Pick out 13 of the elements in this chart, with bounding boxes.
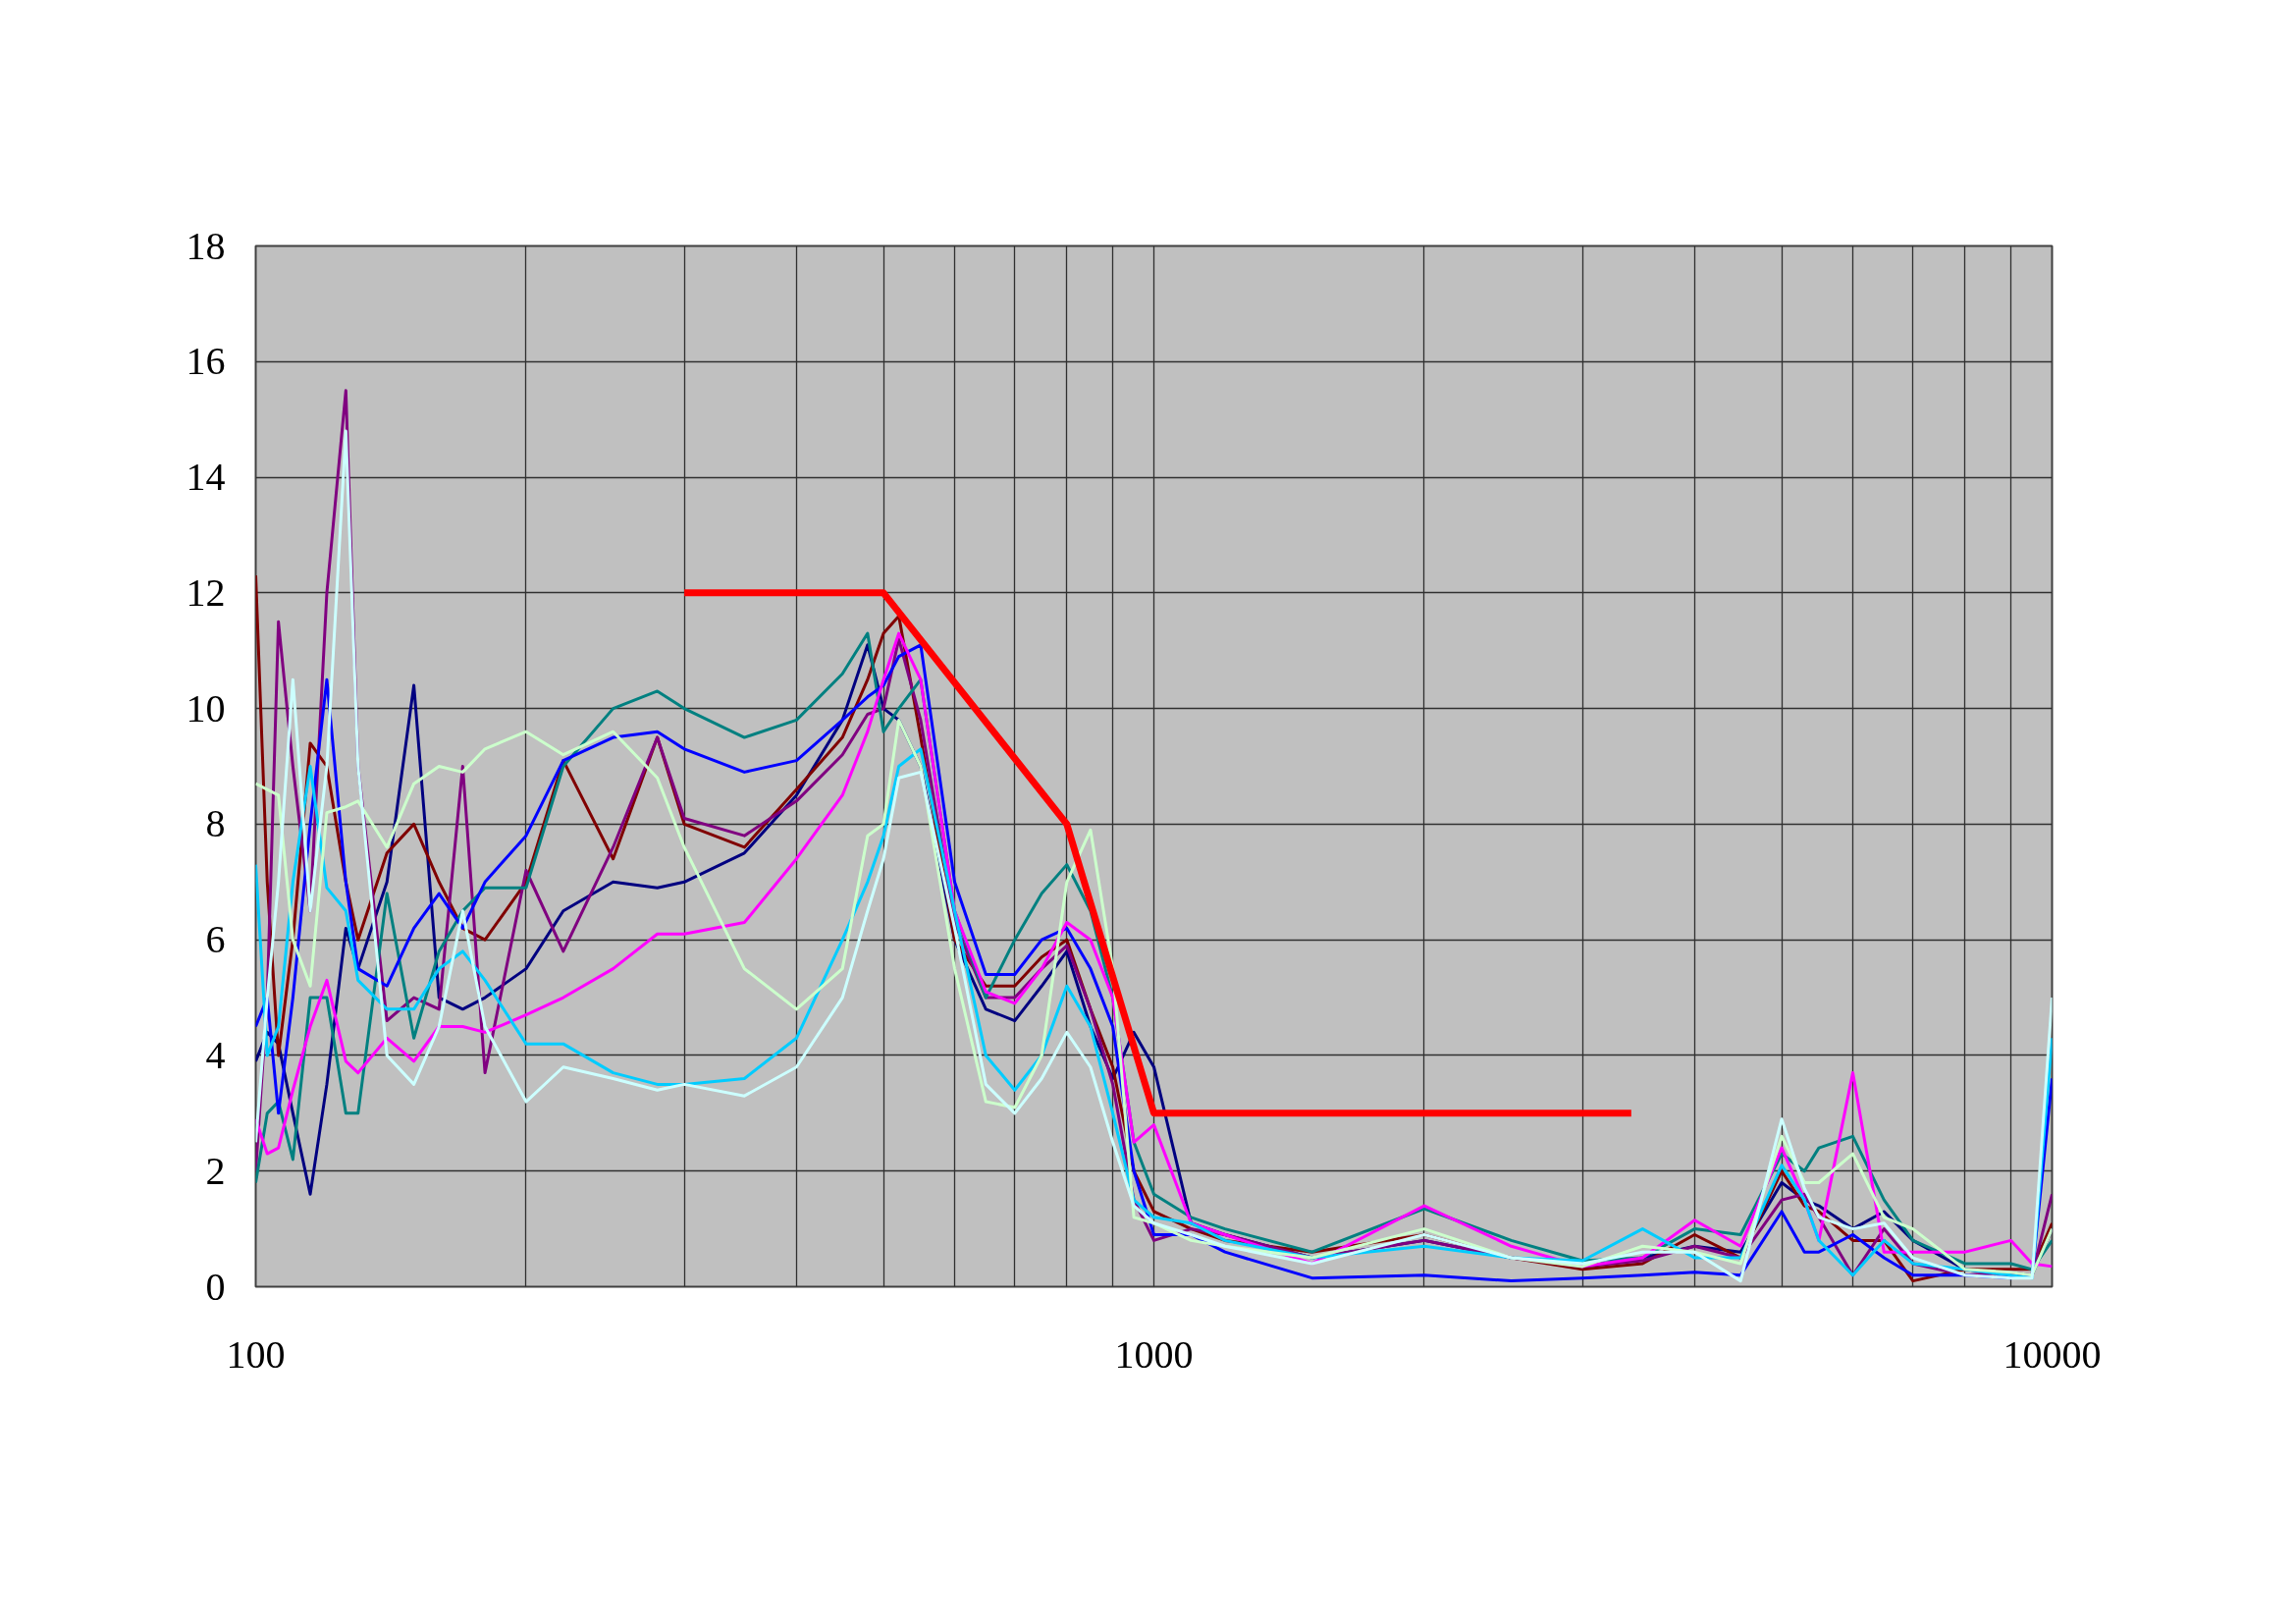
y-tick-label: 8 (205, 801, 226, 846)
x-tick-label: 10000 (2002, 1331, 2102, 1377)
y-tick-label: 10 (186, 685, 226, 730)
x-tick-label: 1000 (1114, 1331, 1194, 1377)
y-tick-label: 12 (186, 569, 226, 615)
x-tick-label: 100 (226, 1331, 286, 1377)
y-tick-label: 0 (205, 1264, 226, 1309)
y-tick-label: 6 (205, 917, 226, 962)
y-tick-label: 2 (205, 1148, 226, 1193)
y-tick-label: 14 (186, 455, 226, 500)
y-tick-label: 16 (186, 339, 226, 384)
y-tick-label: 18 (186, 223, 226, 268)
y-tick-label: 4 (205, 1032, 226, 1077)
